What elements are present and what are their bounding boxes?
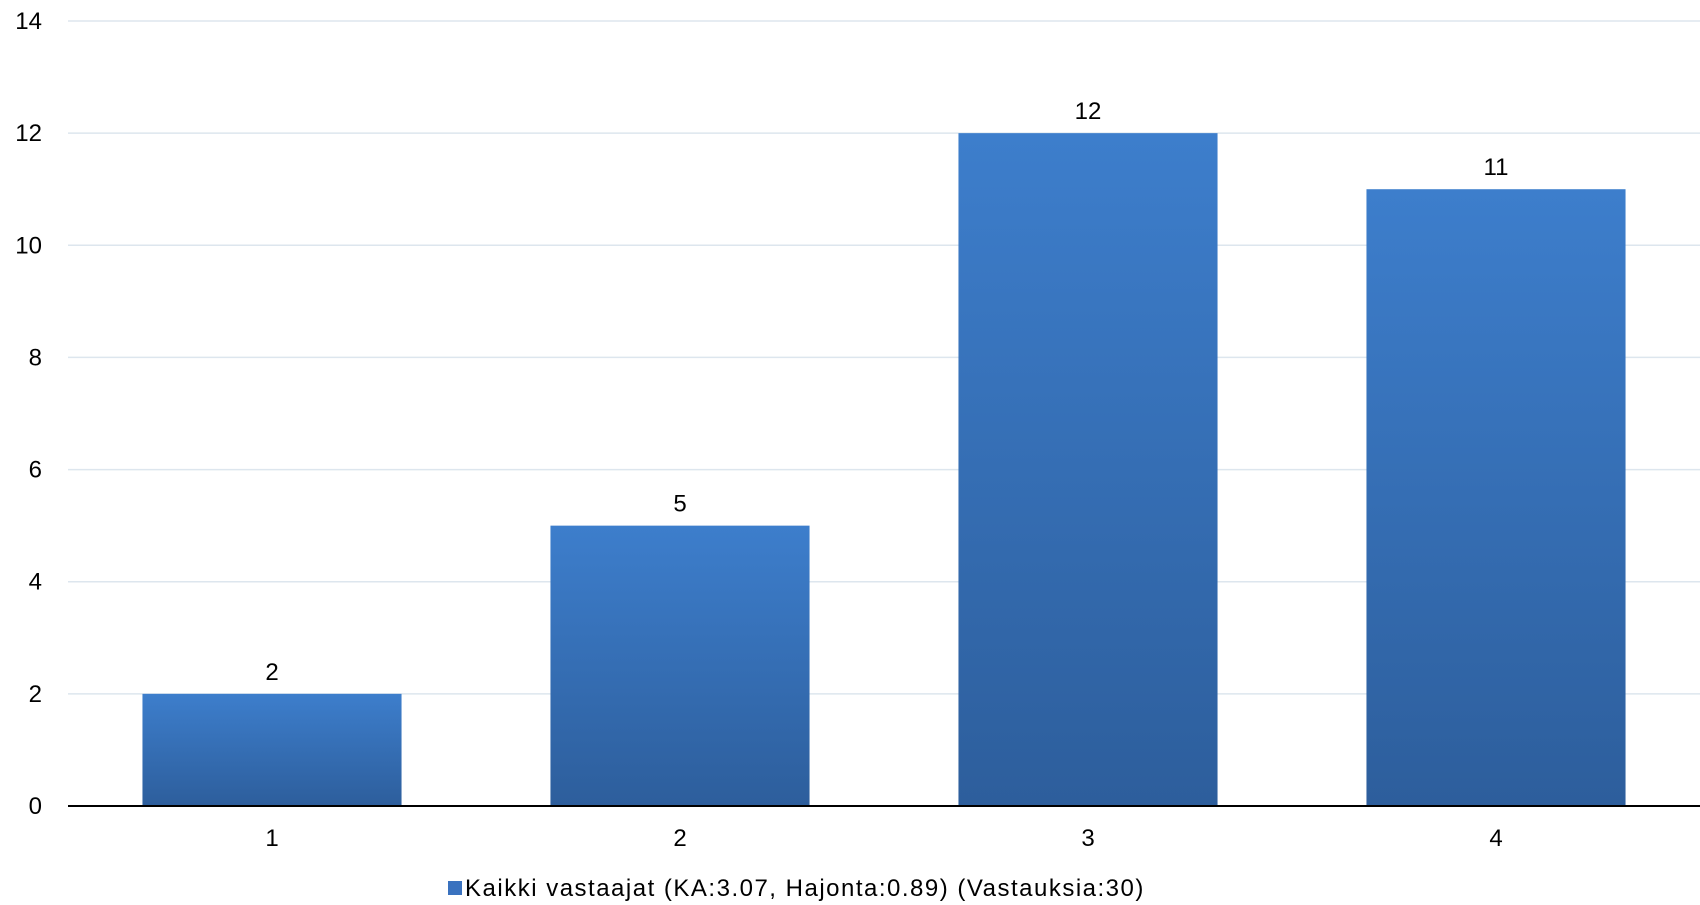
y-tick-label: 2 [29,681,42,708]
y-tick-label: 0 [29,793,42,820]
data-label: 12 [1075,98,1102,125]
x-axis-ticks: 1 2 3 4 [265,825,1502,852]
bar [142,693,402,806]
gridlines [68,20,1700,695]
bar [550,525,810,806]
y-tick-label: 8 [29,344,42,371]
y-axis-ticks: 0 2 4 6 8 10 12 14 [15,8,42,820]
y-tick-label: 4 [29,569,42,596]
x-tick-label: 3 [1081,825,1094,852]
bar [958,133,1218,807]
data-labels: 2 5 12 11 [265,98,1508,686]
y-tick-label: 14 [15,8,42,35]
legend: Kaikki vastaajat (KA:3.07, Hajonta:0.89)… [448,875,1145,902]
x-tick-label: 2 [673,825,686,852]
data-label: 5 [673,491,686,518]
y-tick-label: 10 [15,232,42,259]
data-label: 11 [1484,154,1509,181]
bar [1366,189,1626,806]
legend-label: Kaikki vastaajat (KA:3.07, Hajonta:0.89)… [465,875,1145,902]
x-tick-label: 1 [265,825,278,852]
bars [142,133,1626,807]
legend-swatch [448,881,462,895]
data-label: 2 [265,659,278,686]
y-tick-label: 6 [29,457,42,484]
y-tick-label: 12 [15,120,42,147]
x-tick-label: 4 [1489,825,1502,852]
